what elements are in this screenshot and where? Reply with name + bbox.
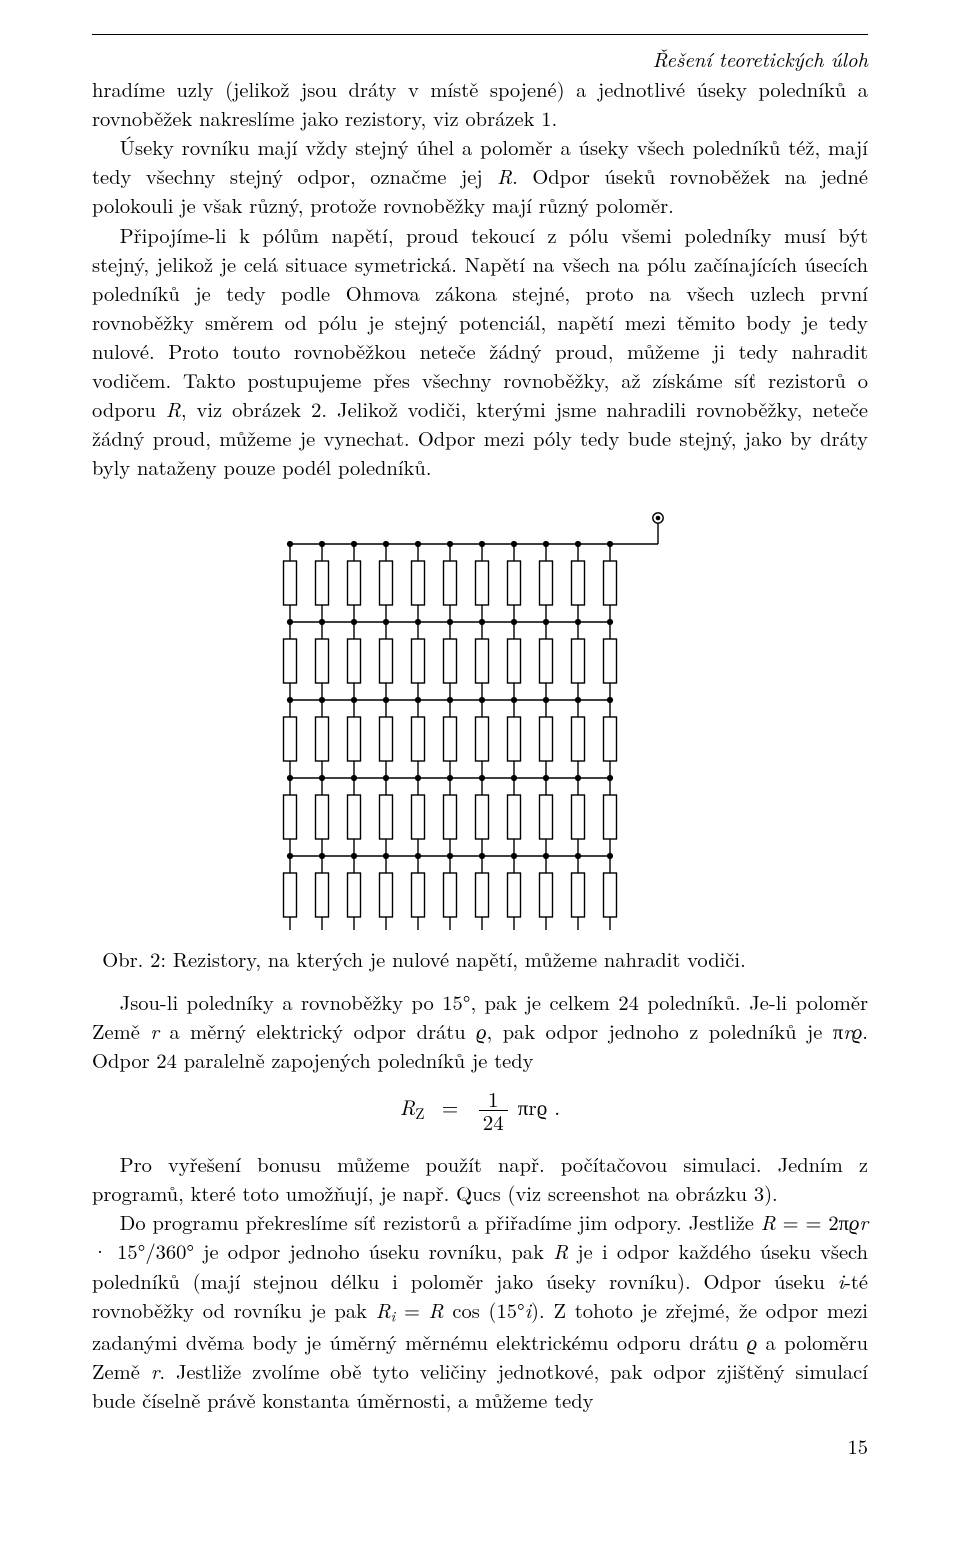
var-rrho-1: rϱ xyxy=(843,1016,862,1045)
paragraph-4: Jsou-li poledníky a rovnoběžky po 15°, p… xyxy=(92,987,868,1074)
header-title: Řešení teoretických úloh xyxy=(653,44,868,73)
p6f: = xyxy=(395,1295,428,1324)
var-rho-r: ϱr xyxy=(849,1207,868,1236)
resistor-ladder-svg xyxy=(260,504,700,930)
p3a: Připojíme-li k pólům napětí, proud tekou… xyxy=(92,220,868,424)
paragraph-5: Pro vyřešení bonusu můžeme použít např. … xyxy=(92,1149,868,1207)
eq-rhs-tail: πrϱ . xyxy=(518,1092,560,1122)
var-R-5: R xyxy=(429,1295,444,1324)
var-rho-1: ϱ xyxy=(476,1016,486,1045)
eq-frac: 1 24 xyxy=(479,1088,508,1133)
var-rho-2: ϱ xyxy=(747,1327,757,1356)
var-R-2: R xyxy=(166,394,181,423)
p6j: . Jestliže zvolíme obě tyto veličiny jed… xyxy=(92,1356,868,1414)
eq-frac-den: 24 xyxy=(479,1111,508,1133)
var-R-1: R xyxy=(497,161,512,190)
var-Ri: Ri xyxy=(376,1295,395,1324)
equation-RZ: RZ = 1 24 πrϱ . xyxy=(92,1088,868,1133)
p5-text: Pro vyřešení bonusu můžeme použít např. … xyxy=(92,1149,868,1207)
var-r-1: r xyxy=(150,1016,159,1045)
figure-2: Obr. 2: Rezistory, na kterých je nulové … xyxy=(92,504,868,973)
paragraph-3: Připojíme-li k pólům napětí, proud tekou… xyxy=(92,220,868,482)
paragraph-2: Úseky rovníku mají vždy stejný úhel a po… xyxy=(92,132,868,219)
page-header: Řešení teoretických úloh xyxy=(92,34,868,74)
p6g: cos (15° xyxy=(444,1295,525,1324)
p3b: , viz obrázek 2. Jelikož vodiči, kterými… xyxy=(92,394,868,481)
figure-2-caption: Obr. 2: Rezistory, na kterých je nulové … xyxy=(92,944,746,973)
p6b: = = 2π xyxy=(776,1207,849,1236)
var-R-4: R xyxy=(553,1236,568,1265)
paragraph-1-text: hradíme uzly (jelikož jsou dráty v místě… xyxy=(92,74,868,132)
p6a: Do programu překreslíme síť rezistorů a … xyxy=(120,1207,761,1236)
p6c: · 15°/360° je odpor jednoho úseku rovník… xyxy=(92,1236,553,1265)
paragraph-6: Do programu překreslíme síť rezistorů a … xyxy=(92,1207,868,1414)
p4c: , pak odpor jednoho z poledníků je π xyxy=(487,1016,844,1045)
p4b: a měrný elektrický odpor drátu xyxy=(159,1016,476,1045)
page-number: 15 xyxy=(92,1431,868,1460)
eq-R: R xyxy=(400,1092,415,1122)
paragraph-1: hradíme uzly (jelikož jsou dráty v místě… xyxy=(92,74,868,132)
var-R-3: R xyxy=(761,1207,776,1236)
header-rule xyxy=(92,34,868,35)
eq-sub-Z: Z xyxy=(415,1103,424,1124)
